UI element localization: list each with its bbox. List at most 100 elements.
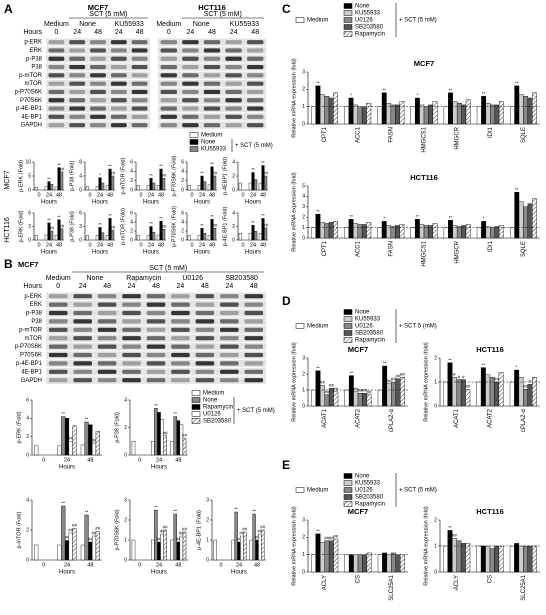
- condition: KU55933: [115, 21, 144, 28]
- bar: [357, 393, 363, 407]
- significance: **: [47, 218, 51, 223]
- bar: [328, 97, 334, 125]
- bar: [98, 227, 102, 241]
- bar: [68, 532, 73, 561]
- blot-band: [195, 378, 215, 383]
- hour: 0: [167, 29, 171, 36]
- blot-band: [246, 89, 264, 95]
- y-tick-label: 0: [28, 187, 31, 193]
- legend-swatch: [189, 139, 199, 145]
- significance: ##: [387, 378, 393, 383]
- blot-band: [171, 352, 190, 358]
- blot-strip: [158, 96, 266, 104]
- blot-band: [110, 56, 127, 61]
- hour: 0: [54, 29, 58, 36]
- legend-swatch: [343, 473, 353, 479]
- blot-band: [146, 319, 166, 324]
- bar: [324, 540, 330, 573]
- x-axis-label: Hours: [92, 200, 108, 206]
- blot-row-label: ERK: [30, 302, 42, 308]
- significance: *: [483, 216, 485, 221]
- y-axis-label: Relative mRNA expression (fold): [423, 506, 429, 586]
- blot-band: [122, 378, 141, 383]
- bar: [324, 394, 330, 407]
- blot-band: [246, 114, 264, 119]
- blot-band: [69, 81, 86, 86]
- blot-band: [225, 106, 242, 111]
- significance: #: [462, 374, 465, 379]
- significance: ##: [182, 527, 188, 532]
- blot-band: [122, 294, 141, 299]
- blot-band: [131, 48, 148, 53]
- blot-band: [90, 56, 106, 61]
- row-label: HCT116: [4, 217, 11, 243]
- y-tick-label: 3: [302, 69, 305, 75]
- significance: ##: [465, 384, 471, 389]
- bar: [176, 541, 181, 561]
- blot-band: [48, 81, 65, 86]
- bar: [254, 231, 258, 241]
- significance: ##: [59, 166, 65, 171]
- blot-band: [97, 378, 117, 383]
- x-tick-label: 48: [209, 242, 215, 248]
- blot-band: [225, 123, 242, 128]
- bar: [333, 391, 339, 407]
- y-tick-label: 0: [302, 121, 305, 127]
- hour: 24: [73, 29, 81, 36]
- bar: [154, 509, 158, 561]
- significance: *: [416, 93, 418, 98]
- blot-band: [131, 56, 148, 61]
- x-tick-label: 0: [138, 457, 141, 463]
- significance: ##: [68, 436, 74, 441]
- significance: **: [448, 357, 452, 362]
- legend-swatch: [343, 494, 353, 500]
- significance: ##: [353, 386, 359, 391]
- bar: [532, 198, 537, 239]
- blot-band: [69, 89, 86, 95]
- legend-swatch: [343, 309, 353, 315]
- bar: [160, 419, 164, 456]
- y-tick-label: 2: [26, 527, 29, 533]
- bar: [390, 226, 396, 239]
- blot-band: [146, 378, 166, 383]
- significance: ##: [72, 523, 78, 528]
- y-tick-label: 0: [206, 557, 209, 563]
- y-tick-label: 2: [434, 517, 437, 523]
- blot-band: [97, 369, 117, 374]
- hour: 48: [152, 283, 160, 290]
- blot-band: [244, 319, 264, 324]
- significance: *: [350, 93, 352, 98]
- legend-swatch: [189, 132, 199, 138]
- significance: ##: [362, 388, 368, 393]
- bar: [88, 424, 93, 456]
- blot-strip: [46, 80, 150, 88]
- bar: [523, 96, 529, 125]
- bar: [353, 554, 359, 573]
- x-axis-label: Hours: [151, 465, 167, 471]
- bar: [54, 235, 58, 241]
- bar: [231, 539, 235, 561]
- legend-swatch: [295, 487, 305, 493]
- bar: [251, 172, 255, 191]
- blot-band: [246, 48, 264, 53]
- bar: [448, 92, 453, 125]
- blot-band: [246, 81, 264, 86]
- blot-band: [97, 327, 117, 332]
- bar: [85, 186, 89, 191]
- y-axis-label: p-mTOR (Fold): [120, 208, 126, 245]
- blot-strip: [46, 309, 266, 317]
- legend-swatch: [343, 323, 353, 329]
- bar: [131, 539, 136, 561]
- x-tick-label: 48: [56, 192, 62, 198]
- bar: [400, 377, 405, 407]
- legend-label: Medium: [201, 133, 222, 139]
- significance: ##: [494, 377, 500, 382]
- x-tick-label: 48: [107, 242, 113, 248]
- bar: [157, 541, 161, 561]
- blot-band: [110, 89, 127, 95]
- y-tick-label: 4: [26, 497, 29, 503]
- y-tick-label: 0: [130, 237, 133, 243]
- x-tick-label: 48: [175, 562, 181, 568]
- x-axis-label: Hours: [245, 200, 261, 206]
- bar: [84, 514, 89, 561]
